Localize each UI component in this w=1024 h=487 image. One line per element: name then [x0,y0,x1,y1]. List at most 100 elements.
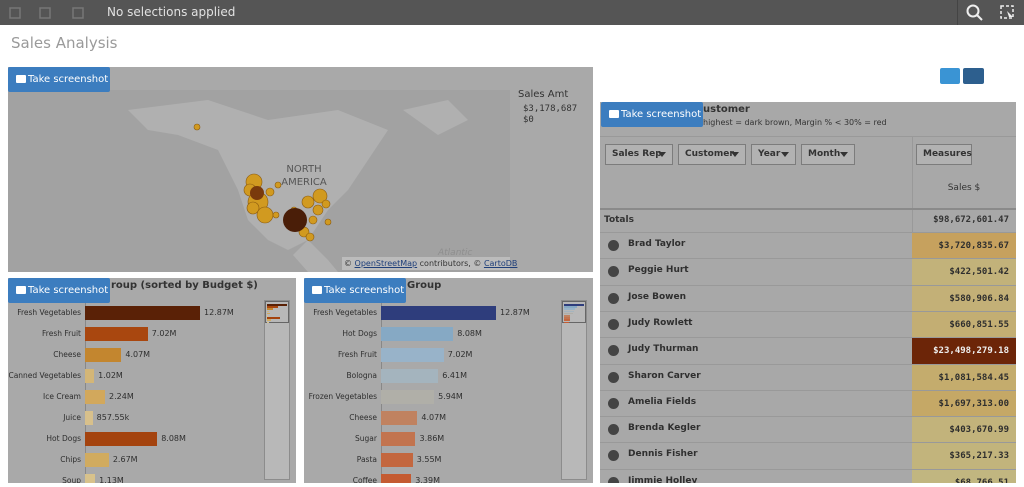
row-value: $580,906.84 [912,285,1016,312]
row-value: $403,670.99 [912,417,1016,444]
value-label: 12.87M [204,308,234,317]
table-title: ustomer [703,104,750,115]
bar-chart-panel: roup (sorted by Budget $) Fresh Vegetable… [8,278,296,483]
mini-bar [564,317,570,319]
row-label: Judy Rowlett [628,317,693,328]
dimension-button[interactable]: Sales Rep [605,144,673,165]
value-label: 6.41M [442,371,467,380]
sheet-title: Sales Analysis [11,34,118,52]
value-label: 3.39M [415,476,440,483]
category-label: Canned Vegetables [8,371,81,380]
dimension-button[interactable]: Month [801,144,855,165]
value-label: 3.55M [416,455,442,464]
totals-value: $98,672,601.47 [933,215,1009,225]
screenshot-button[interactable]: Take screenshot [8,67,110,92]
table-row: Brad Taylor $3,720,835.67 [600,232,1016,259]
value-label: 4.07M [421,413,447,422]
attribution-text: contributors, © [419,259,482,268]
legend-max: $3,178,687 [523,104,578,114]
category-label: Fresh Vegetables [17,308,81,317]
mini-chart-window[interactable] [265,301,289,323]
attribution-text: © [344,259,352,268]
selection-tool-button[interactable] [998,3,1018,22]
visual-view-toggle[interactable] [963,68,984,84]
value-label: 5.94M [438,392,463,401]
bar-chart-panel: Group Fresh Vegetables 12.87M Hot Dogs 8.08M… [304,278,593,483]
mini-bar [564,315,571,317]
row-label: Jose Bowen [628,291,686,302]
category-label: Cheese [53,350,81,359]
expand-button[interactable] [608,345,619,357]
category-label: Pasta [356,455,377,464]
category-label: Cheese [349,413,377,422]
expand-button[interactable] [608,424,619,436]
dropdown-arrow [658,152,666,157]
table-row: Amelia Fields $1,697,313.00 [600,389,1016,417]
toolbar-icons [9,7,84,19]
measures-button[interactable]: Measures [916,144,972,165]
table-row: Jimmie Holley $68,766.51 [600,468,1016,483]
mini-bar [564,319,570,321]
mini-bar [564,321,570,324]
dropdown-arrow [731,152,739,157]
row-value: $1,081,584.45 [912,364,1016,391]
chart-title: roup (sorted by Budget $) [111,280,258,291]
bar [381,306,496,320]
bar [381,411,418,425]
expand-button[interactable] [608,476,619,483]
bar [85,432,158,446]
mini-bar [267,321,269,324]
attribution-link[interactable]: OpenStreetMap [354,259,418,268]
ocean-label: Atlantic [437,248,472,258]
map-label: NORTH [286,164,321,175]
expand-button[interactable] [608,397,619,409]
totals-label: Totals [604,215,634,225]
expand-button[interactable] [608,450,619,462]
mini-bar [564,310,574,313]
bar [381,390,435,404]
map-bubble [250,186,264,200]
screenshot-button[interactable]: Take screenshot [304,278,406,303]
search-button[interactable] [964,2,986,22]
row-value: $1,697,313.00 [912,390,1016,417]
table-panel: ustomer highest = dark brown, Margin % <… [600,102,1016,483]
category-label: Bologna [346,371,377,380]
attribution-link[interactable]: CartoDB [483,259,518,268]
dimension-button[interactable]: Year [751,144,796,165]
category-label: Hot Dogs [342,329,377,338]
divider [600,136,1016,137]
screenshot-button[interactable]: Take screenshot [8,278,110,303]
row-label: Amelia Fields [628,396,697,407]
table-view-toggle[interactable] [940,68,960,84]
value-label: 12.87M [500,308,530,317]
legend-title: Sales Amt [518,89,569,100]
value-label: 7.02M [447,350,473,359]
table-row: Judy Thurman $23,498,279.18 [600,337,1016,365]
row-label: Brenda Kegler [628,423,701,434]
bar [381,474,412,483]
row-label: Sharon Carver [628,370,701,381]
table-row: Brenda Kegler $403,670.99 [600,416,1016,444]
row-label: Jimmie Holley [628,475,698,483]
map: NORTH AMERICA Atlantic [8,90,510,272]
expand-button[interactable] [608,371,619,383]
table-row: Sharon Carver $1,081,584.45 [600,363,1016,391]
expand-button[interactable] [608,292,619,304]
screenshot-button[interactable]: Take screenshot [601,102,703,127]
chart-title: Group [407,280,442,291]
mini-bar [267,312,271,315]
expand-button[interactable] [608,240,619,251]
dropdown-arrow [781,152,789,157]
bar [85,327,148,341]
bar [85,390,105,404]
dimension-button[interactable]: Customer [678,144,746,165]
dropdown-arrow [840,152,848,157]
bar [85,306,200,320]
expand-button[interactable] [608,266,619,278]
value-label: 1.02M [98,371,123,380]
expand-button[interactable] [608,318,619,330]
mini-chart-window[interactable] [562,301,586,323]
mini-bar [267,317,280,319]
mini-bar [267,306,278,308]
